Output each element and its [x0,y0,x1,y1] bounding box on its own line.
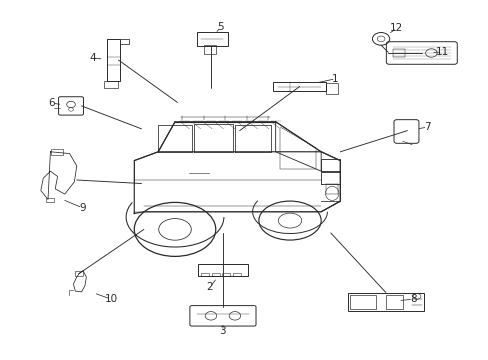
Text: 5: 5 [217,22,224,32]
Bar [51,149,63,155]
Text: 11: 11 [435,47,448,57]
Bar [198,264,247,276]
Text: 6: 6 [48,98,55,108]
Bar [349,294,376,309]
Bar [347,293,424,311]
Bar [325,83,337,94]
Bar [107,39,120,81]
Bar [273,82,325,91]
Bar [196,32,227,46]
Text: 10: 10 [104,294,118,304]
Text: 7: 7 [424,122,430,132]
Text: 1: 1 [331,74,338,84]
Bar [385,294,402,309]
Text: 4: 4 [89,53,96,63]
Bar [392,49,404,57]
Bar [104,81,117,88]
Text: 9: 9 [79,203,86,213]
Bar [75,271,83,276]
Bar [222,273,230,276]
Bar [203,45,215,54]
Bar [201,273,208,276]
Bar [232,273,240,276]
Bar [211,273,219,276]
Text: 3: 3 [219,326,226,336]
Text: 2: 2 [206,282,213,292]
Text: 12: 12 [389,23,403,33]
Text: 8: 8 [409,294,416,304]
Bar [45,198,54,202]
